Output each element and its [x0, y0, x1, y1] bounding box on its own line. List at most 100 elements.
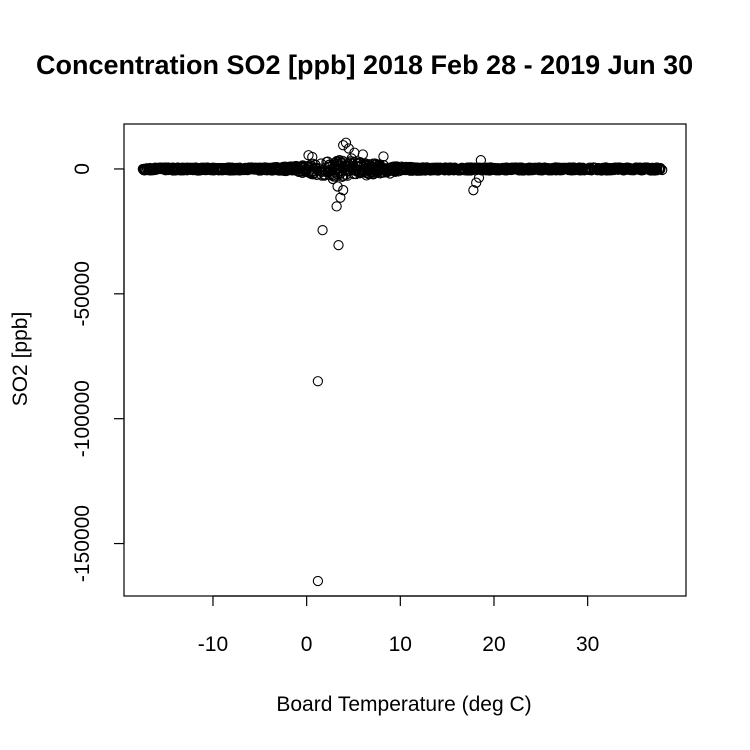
data-point	[317, 224, 328, 236]
data-point	[464, 165, 475, 176]
chart-title: Concentration SO2 [ppb] 2018 Feb 28 - 20…	[36, 50, 693, 80]
data-point	[505, 162, 516, 174]
data-point	[513, 163, 524, 174]
data-point	[439, 164, 450, 176]
x-tick-label: 20	[482, 633, 505, 656]
data-point	[190, 162, 201, 174]
data-point	[252, 163, 263, 174]
y-axis-label: SO2 [ppb]	[9, 312, 32, 407]
data-point	[190, 163, 202, 174]
data-point	[223, 162, 234, 173]
data-point	[471, 177, 482, 188]
x-tick-label: 30	[576, 633, 599, 656]
data-point	[631, 162, 642, 173]
data-point	[273, 162, 284, 174]
data-point	[642, 163, 653, 174]
data-point	[413, 162, 424, 173]
y-tick-label: -50000	[71, 261, 94, 326]
data-point	[623, 164, 635, 175]
x-tick-label: -10	[198, 633, 228, 656]
data-point	[327, 168, 338, 179]
data-point	[406, 161, 417, 173]
data-point	[276, 164, 288, 176]
data-point	[482, 164, 494, 175]
y-axis: 0 -50000 -100000 -150000	[71, 163, 125, 582]
data-point	[595, 164, 606, 175]
data-point	[338, 185, 349, 196]
data-point	[332, 181, 343, 192]
data-point	[495, 163, 506, 174]
data-point	[357, 149, 368, 160]
plot-frame	[123, 123, 687, 597]
data-point	[468, 185, 479, 196]
data-point	[145, 162, 156, 174]
data-point	[428, 163, 439, 175]
data-point	[234, 162, 245, 173]
data-point	[342, 158, 354, 170]
data-point	[612, 164, 623, 175]
data-point	[314, 165, 325, 176]
data-point	[174, 164, 185, 175]
data-point	[635, 162, 646, 173]
y-tick-label: 0	[71, 163, 94, 175]
x-axis-label: Board Temperature (deg C)	[276, 693, 531, 716]
data-point	[324, 164, 336, 176]
x-axis: -10 0 10 20 30	[198, 595, 599, 656]
data-point	[565, 163, 576, 175]
data-point	[196, 163, 207, 175]
data-point	[304, 166, 315, 177]
data-point	[150, 162, 162, 174]
data-point	[583, 163, 594, 175]
data-point	[318, 164, 329, 175]
data-point	[427, 162, 438, 174]
data-point	[175, 164, 187, 176]
data-point	[584, 164, 595, 176]
data-point	[432, 163, 443, 174]
data-point	[490, 163, 501, 174]
data-point	[378, 151, 389, 162]
y-tick-label: -100000	[71, 380, 94, 457]
data-point	[382, 166, 393, 177]
y-tick-label: -150000	[71, 505, 94, 582]
data-point	[368, 167, 380, 178]
data-point	[509, 162, 520, 174]
data-point	[184, 163, 195, 174]
data-point	[469, 162, 481, 173]
data-point	[398, 162, 409, 173]
data-point	[331, 201, 342, 212]
data-point	[327, 173, 339, 185]
data-point	[408, 163, 419, 175]
data-point	[338, 170, 349, 181]
data-point	[384, 168, 396, 179]
data-point	[557, 163, 568, 174]
data-point	[346, 153, 357, 164]
data-point	[550, 163, 561, 174]
data-point	[358, 165, 369, 177]
data-point	[139, 165, 150, 176]
data-point	[360, 158, 372, 170]
data-point	[339, 160, 351, 171]
data-point	[646, 163, 657, 174]
data-point	[533, 164, 545, 176]
data-point	[307, 151, 318, 163]
data-point	[240, 162, 251, 174]
data-point	[601, 162, 613, 173]
data-point	[473, 172, 485, 183]
data-point	[262, 163, 274, 174]
data-point	[324, 159, 336, 170]
data-points	[137, 137, 668, 587]
data-point	[206, 165, 218, 176]
data-point	[591, 164, 602, 175]
data-point	[203, 163, 215, 174]
data-point	[307, 165, 318, 177]
data-point	[157, 162, 168, 173]
data-point	[312, 575, 324, 587]
data-point	[153, 162, 165, 174]
data-point	[528, 164, 539, 175]
data-point	[338, 140, 349, 151]
data-point	[334, 155, 345, 166]
data-point	[475, 155, 487, 166]
data-point	[296, 165, 307, 177]
data-point	[445, 162, 456, 173]
